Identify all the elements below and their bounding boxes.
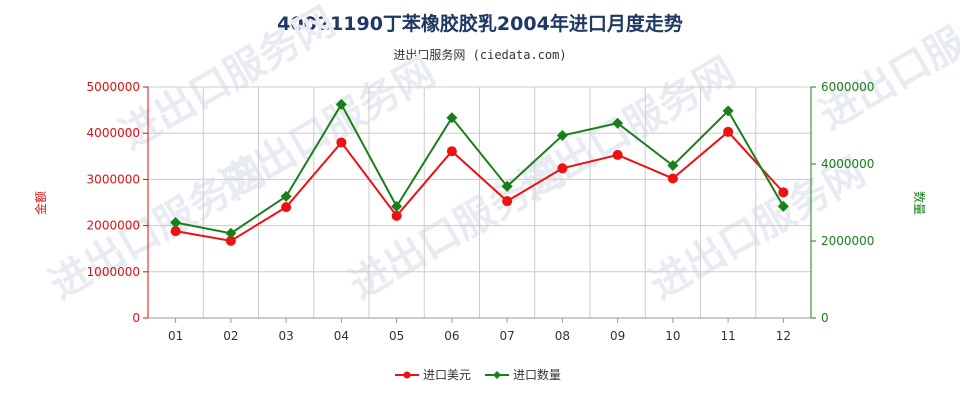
x-tick-label: 01 — [168, 329, 183, 343]
data-point-circle — [281, 202, 292, 213]
left-tick-label: 3000000 — [87, 172, 140, 186]
data-point-circle — [336, 137, 347, 148]
x-tick-label: 12 — [776, 329, 791, 343]
data-point-diamond — [170, 217, 182, 229]
x-tick-label: 09 — [610, 329, 625, 343]
x-tick-label: 07 — [499, 329, 514, 343]
left-tick-label: 5000000 — [87, 80, 140, 94]
chart-title: 40021190丁苯橡胶胶乳2004年进口月度走势 — [277, 13, 683, 35]
x-tick-label: 02 — [223, 329, 238, 343]
series-layer — [170, 98, 789, 246]
left-tick-label: 2000000 — [87, 219, 140, 233]
data-point-circle — [723, 126, 734, 137]
x-tick-label: 04 — [334, 329, 349, 343]
right-tick-label: 0 — [821, 311, 829, 325]
left-tick-label: 0 — [132, 311, 140, 325]
legend-label: 进口美元 — [423, 368, 471, 382]
legend-label: 进口数量 — [513, 367, 561, 382]
data-point-diamond — [612, 117, 624, 129]
left-tick-label: 1000000 — [87, 265, 140, 279]
data-point-diamond — [777, 200, 789, 212]
data-point-diamond — [225, 227, 237, 239]
legend-marker-circle — [403, 371, 411, 379]
data-point-circle — [502, 196, 513, 207]
data-point-diamond — [391, 200, 403, 212]
left-axis-title: 金额 — [33, 191, 48, 215]
right-tick-label: 4000000 — [821, 157, 874, 171]
data-point-circle — [557, 163, 568, 174]
right-tick-label: 6000000 — [821, 80, 874, 94]
data-point-diamond — [667, 160, 679, 172]
series-line-2 — [175, 102, 785, 235]
data-point-diamond — [722, 105, 734, 117]
x-tick-label: 05 — [389, 329, 404, 343]
data-point-diamond — [335, 98, 347, 110]
chart-subtitle: 进出口服务网 (ciedata.com) — [393, 48, 567, 62]
data-point-circle — [170, 226, 181, 237]
data-point-circle — [667, 173, 678, 184]
data-point-circle — [391, 210, 402, 221]
watermark-text: 进出口服务网 — [512, 49, 743, 209]
axes: 0100000020000003000000400000050000000200… — [33, 80, 927, 343]
x-tick-label: 08 — [555, 329, 570, 343]
data-point-diamond — [556, 130, 568, 142]
x-tick-label: 03 — [278, 329, 293, 343]
data-point-circle — [446, 146, 457, 157]
series-line-1 — [175, 130, 785, 242]
left-tick-label: 4000000 — [87, 126, 140, 140]
watermark-text: 进出口服务网 — [812, 0, 960, 139]
data-point-circle — [778, 187, 789, 198]
legend-marker-diamond — [493, 371, 501, 379]
right-axis-title: 数量 — [912, 191, 927, 215]
data-point-diamond — [501, 180, 513, 192]
x-tick-label: 06 — [444, 329, 459, 343]
data-point-diamond — [280, 190, 292, 202]
x-tick-label: 10 — [665, 329, 680, 343]
x-tick-label: 11 — [720, 329, 735, 343]
legend: 进口美元 进口数量 — [395, 367, 561, 382]
data-point-circle — [612, 149, 623, 160]
right-tick-label: 2000000 — [821, 234, 874, 248]
data-point-diamond — [446, 112, 458, 124]
data-point-circle — [225, 235, 236, 246]
watermark-text: 进出口服务网 — [642, 149, 873, 309]
